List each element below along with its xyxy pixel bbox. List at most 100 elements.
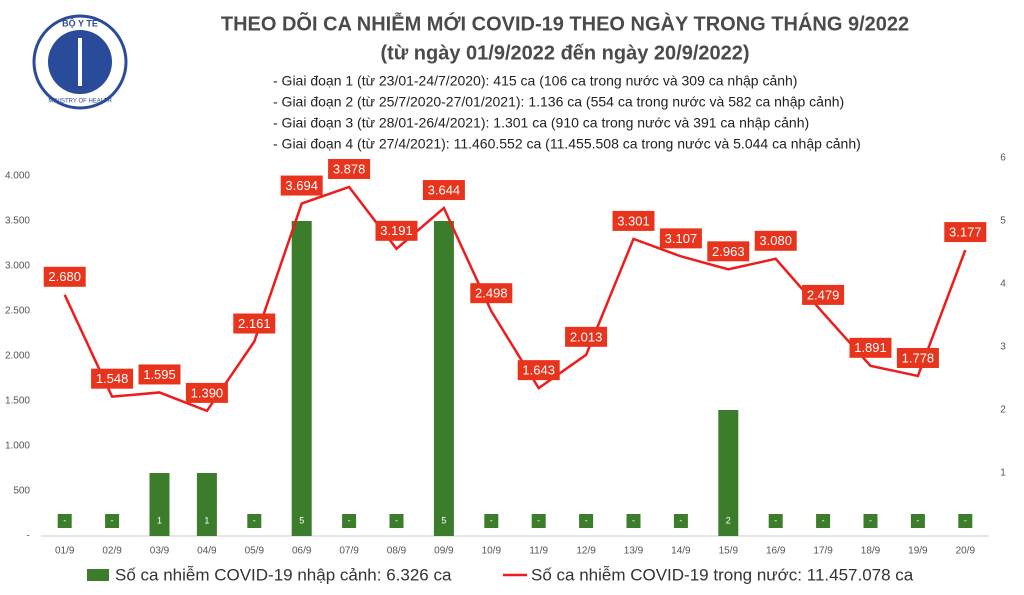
value-label: 2.680 xyxy=(48,269,81,284)
value-label-box xyxy=(517,360,560,381)
x-tick-label: 03/9 xyxy=(150,546,170,557)
x-tick-label: 18/9 xyxy=(861,546,881,557)
value-label-box xyxy=(944,222,987,243)
value-label-box xyxy=(280,175,323,196)
value-label: 1.778 xyxy=(902,350,935,365)
bar xyxy=(149,473,170,536)
value-label: 3.301 xyxy=(617,213,650,228)
value-label-box xyxy=(612,210,655,231)
value-label: 2.161 xyxy=(238,316,271,331)
bar xyxy=(196,473,217,536)
bar-label: 2 xyxy=(726,515,731,525)
x-tick-label: 01/9 xyxy=(55,546,75,557)
value-label-box xyxy=(802,284,845,305)
value-label: 2.479 xyxy=(807,287,840,302)
value-label-box xyxy=(233,313,276,334)
bar-label: - xyxy=(585,515,588,525)
note: - Giai đoạn 3 (từ 28/01-26/4/2021): 1.30… xyxy=(273,115,809,131)
x-tick-label: 07/9 xyxy=(339,546,359,557)
value-label-box xyxy=(565,326,608,347)
bar xyxy=(768,514,783,528)
bar xyxy=(342,514,357,528)
value-label-box xyxy=(849,337,892,358)
value-label-box xyxy=(470,283,513,304)
x-tick-label: 06/9 xyxy=(292,546,312,557)
bar-label: 5 xyxy=(441,515,446,525)
y2-tick-label: 4 xyxy=(1000,279,1006,290)
bar xyxy=(389,514,404,528)
x-tick-label: 02/9 xyxy=(102,546,122,557)
value-label: 1.643 xyxy=(522,363,555,378)
value-label-box xyxy=(754,230,797,251)
bar-label: - xyxy=(348,515,351,525)
bar-label: - xyxy=(774,515,777,525)
bar xyxy=(433,221,454,536)
bar xyxy=(863,514,878,528)
bar xyxy=(57,514,72,528)
value-label: 2.963 xyxy=(712,244,745,259)
value-label: 2.013 xyxy=(570,329,603,344)
bar-label: 5 xyxy=(299,515,304,525)
x-tick-label: 14/9 xyxy=(671,546,691,557)
x-tick-label: 15/9 xyxy=(719,546,739,557)
bar xyxy=(958,514,973,528)
y2-tick-label: 1 xyxy=(1000,468,1006,479)
bar xyxy=(718,410,739,536)
logo-top: BỘ Y TẾ xyxy=(62,17,98,28)
note: - Giai đoạn 2 (từ 25/7/2020-27/01/2021):… xyxy=(273,94,844,110)
y-tick-label: - xyxy=(27,531,30,542)
value-label: 3.177 xyxy=(949,225,982,240)
bar xyxy=(247,514,262,528)
y2-tick-label: 3 xyxy=(1000,342,1006,353)
value-label: 3.644 xyxy=(428,182,461,197)
value-label: 1.891 xyxy=(854,340,887,355)
y2-tick-label: 2 xyxy=(1000,405,1006,416)
value-label: 3.878 xyxy=(333,161,366,176)
x-tick-label: 13/9 xyxy=(624,546,644,557)
y2-tick-label: 5 xyxy=(1000,216,1006,227)
value-label: 3.080 xyxy=(759,233,792,248)
value-label: 3.191 xyxy=(380,223,413,238)
bar-label: - xyxy=(679,515,682,525)
x-tick-label: 17/9 xyxy=(813,546,833,557)
legend-label: Số ca nhiễm COVID-19 trong nước: 11.457.… xyxy=(531,565,914,584)
bar-label: 1 xyxy=(204,515,209,525)
value-label-box xyxy=(185,382,228,403)
bar xyxy=(673,514,688,528)
bar xyxy=(531,514,546,528)
bar xyxy=(105,514,120,528)
y-tick-label: 2.500 xyxy=(5,306,30,317)
x-tick-label: 05/9 xyxy=(245,546,265,557)
bar xyxy=(910,514,925,528)
y-tick-label: 3.500 xyxy=(5,216,30,227)
bar-label: - xyxy=(490,515,493,525)
x-tick-label: 11/9 xyxy=(529,546,548,557)
bar-label: - xyxy=(869,515,872,525)
logo-staff xyxy=(78,38,82,86)
bar xyxy=(816,514,831,528)
value-label: 1.390 xyxy=(191,385,224,400)
bar-label: - xyxy=(111,515,114,525)
x-tick-label: 20/9 xyxy=(956,546,976,557)
bar xyxy=(626,514,641,528)
x-tick-label: 10/9 xyxy=(482,546,502,557)
legend-swatch xyxy=(87,569,109,581)
y-tick-label: 4.000 xyxy=(5,171,30,182)
value-label-box xyxy=(659,228,702,249)
bar-label: - xyxy=(632,515,635,525)
x-tick-label: 16/9 xyxy=(766,546,786,557)
bar-label: - xyxy=(537,515,540,525)
y-tick-label: 1.000 xyxy=(5,441,30,452)
bar-label: - xyxy=(253,515,256,525)
value-label-box xyxy=(896,347,939,368)
x-tick-label: 08/9 xyxy=(387,546,407,557)
note: - Giai đoạn 1 (từ 23/01-24/7/2020): 415 … xyxy=(273,73,797,89)
value-label-box xyxy=(328,158,371,179)
bar xyxy=(484,514,499,528)
bar-label: - xyxy=(395,515,398,525)
x-tick-label: 12/9 xyxy=(576,546,596,557)
value-label-box xyxy=(91,368,134,389)
value-label-box xyxy=(707,241,750,262)
bar-label: 1 xyxy=(157,515,162,525)
